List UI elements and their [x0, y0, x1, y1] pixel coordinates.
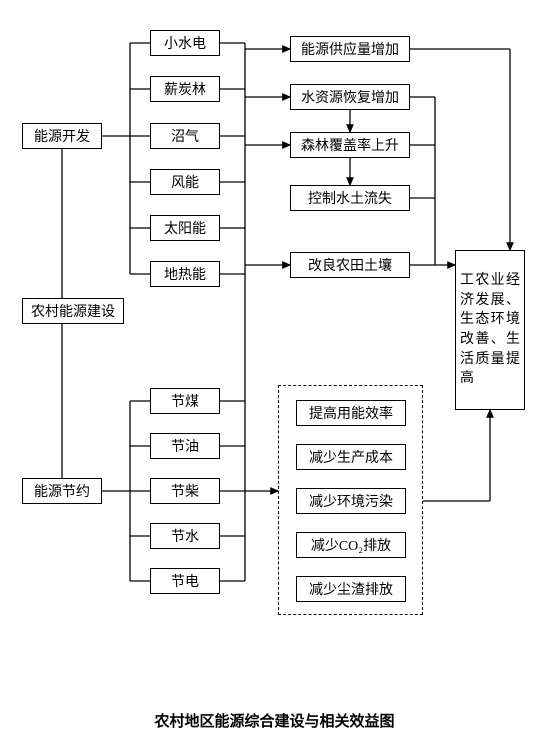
node-s5: 节电: [150, 568, 220, 594]
node-s4: 节水: [150, 523, 220, 549]
label: 减少环境污染: [309, 491, 393, 511]
node-e5: 改良农田土壤: [290, 252, 410, 278]
node-b1: 提高用能效率: [296, 400, 406, 426]
label: 控制水土流失: [308, 188, 392, 208]
node-b4: 减少CO₂排放: [296, 532, 406, 558]
caption-text: 农村地区能源综合建设与相关效益图: [154, 714, 394, 730]
node-d3: 沼气: [150, 123, 220, 149]
label: 节柴: [171, 481, 199, 501]
label: 节煤: [171, 391, 199, 411]
label: 能源供应量增加: [301, 39, 399, 59]
node-root: 农村能源建设: [22, 298, 124, 324]
label: 能源开发: [34, 126, 90, 146]
node-e3: 森林覆盖率上升: [290, 132, 410, 158]
label: 风能: [171, 172, 199, 192]
node-d4: 风能: [150, 169, 220, 195]
node-s2: 节油: [150, 433, 220, 459]
node-save: 能源节约: [22, 478, 102, 504]
label: 节水: [171, 526, 199, 546]
node-b3: 减少环境污染: [296, 488, 406, 514]
label: 水资源恢复增加: [301, 87, 399, 107]
diagram-caption: 农村地区能源综合建设与相关效益图: [0, 710, 549, 731]
label: 薪炭林: [164, 79, 206, 99]
node-b2: 减少生产成本: [296, 444, 406, 470]
node-b5: 减少尘渣排放: [296, 576, 406, 602]
label: 工农业经济发展、生态环境改善、生活质量提高: [460, 271, 520, 389]
label: 节油: [171, 436, 199, 456]
node-e4: 控制水土流失: [290, 185, 410, 211]
label: 森林覆盖率上升: [301, 135, 399, 155]
label: 能源节约: [34, 481, 90, 501]
node-s1: 节煤: [150, 388, 220, 414]
node-d1: 小水电: [150, 30, 220, 56]
label: 改良农田土壤: [308, 255, 392, 275]
label: 太阳能: [164, 218, 206, 238]
node-d2: 薪炭林: [150, 76, 220, 102]
node-d6: 地热能: [150, 261, 220, 287]
node-e2: 水资源恢复增加: [290, 84, 410, 110]
label: 减少尘渣排放: [309, 579, 393, 599]
label: 减少CO₂排放: [311, 535, 391, 555]
node-s3: 节柴: [150, 478, 220, 504]
label: 减少生产成本: [309, 447, 393, 467]
label: 提高用能效率: [309, 403, 393, 423]
label: 地热能: [164, 264, 206, 284]
node-e1: 能源供应量增加: [290, 36, 410, 62]
label: 沼气: [171, 126, 199, 146]
label: 节电: [171, 571, 199, 591]
label: 小水电: [164, 33, 206, 53]
label: 农村能源建设: [31, 301, 115, 321]
node-d5: 太阳能: [150, 215, 220, 241]
node-final: 工农业经济发展、生态环境改善、生活质量提高: [455, 250, 525, 410]
node-dev: 能源开发: [22, 123, 102, 149]
